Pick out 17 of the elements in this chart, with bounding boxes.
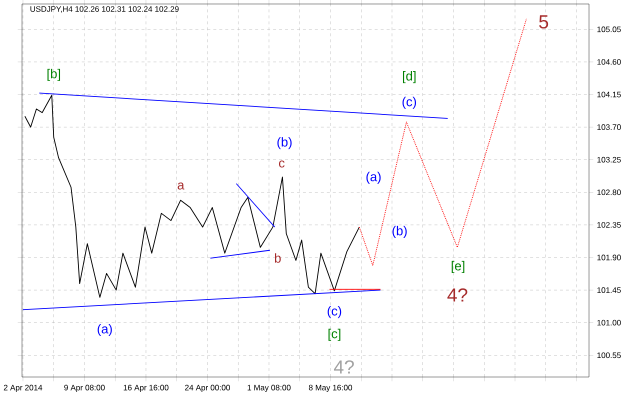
annotation: [e] (452, 260, 464, 273)
annotation: 4? (447, 288, 468, 302)
annotation: c (278, 160, 285, 168)
annotation: 4? (334, 360, 354, 374)
annotation: (c) (402, 96, 416, 109)
annotation: [b] (47, 68, 60, 81)
annotation: b (274, 253, 281, 263)
annotation: [d] (402, 71, 416, 84)
annotation: a (178, 182, 184, 190)
annotation: (b) (392, 226, 407, 238)
annotation: (a) (98, 324, 112, 336)
annotation: (a) (366, 172, 381, 184)
line-series (24, 94, 360, 298)
annotation: (b) (277, 137, 292, 150)
annotation: [c] (328, 328, 340, 341)
annotation: 5 (539, 15, 548, 29)
annotation: (c) (328, 306, 342, 318)
